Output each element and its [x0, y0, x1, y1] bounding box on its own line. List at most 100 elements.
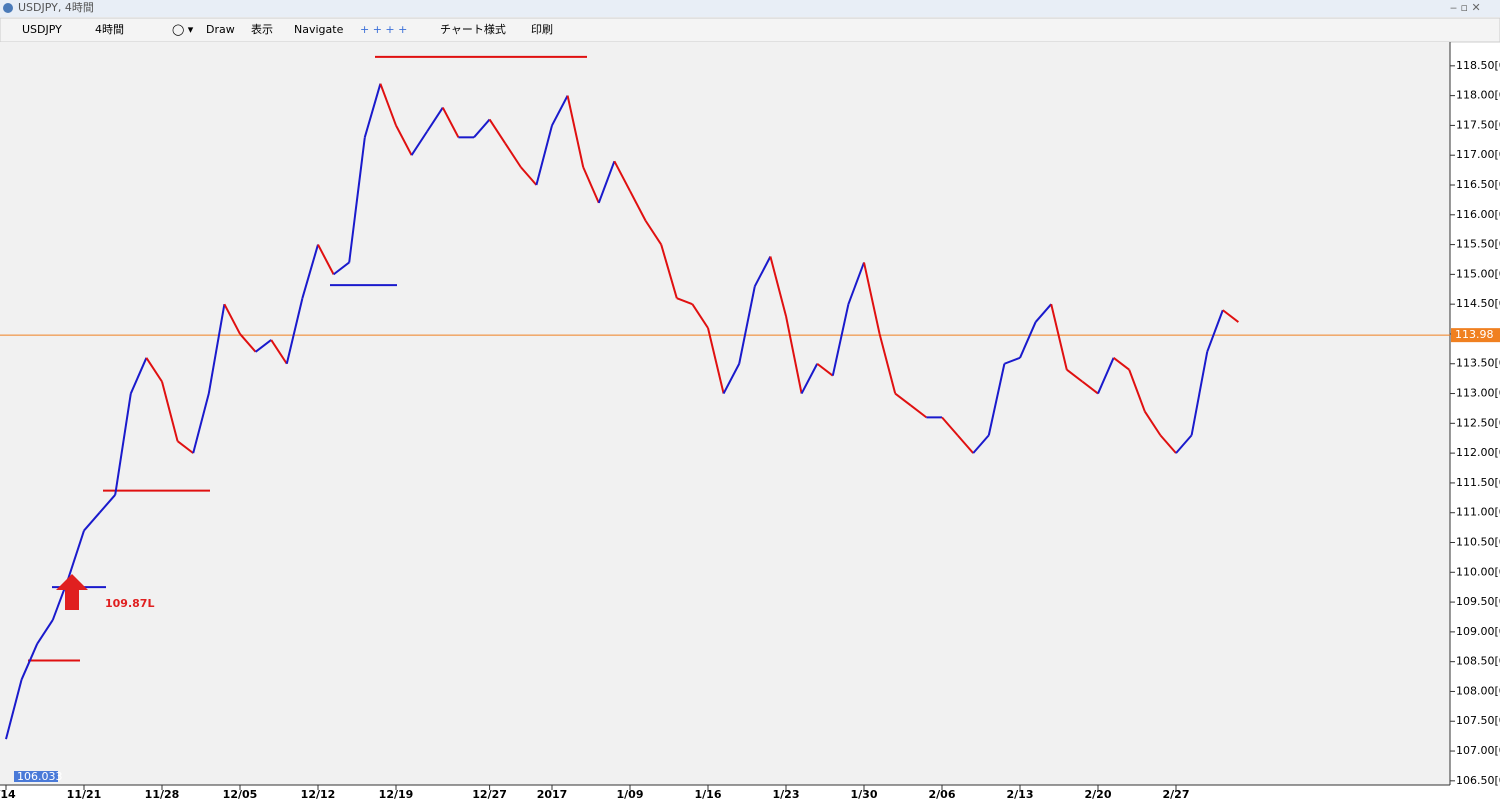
price-segment — [520, 166, 538, 186]
y-tick-label: 112.00[0 — [1456, 446, 1500, 459]
x-tick-label: 12/27 — [472, 788, 507, 801]
price-segment — [176, 440, 194, 454]
price-segment — [36, 619, 54, 645]
price-segment — [582, 166, 600, 204]
y-tick-label: 110.50[0 — [1456, 535, 1500, 548]
price-segment — [738, 286, 756, 364]
low-marker: 106.033 — [17, 770, 63, 783]
price-segment — [1050, 303, 1068, 370]
price-segment — [1112, 356, 1130, 371]
price-segment — [441, 107, 460, 138]
price-segment — [956, 434, 974, 454]
symbol-select[interactable]: USDJPY — [22, 23, 62, 36]
y-tick-label: 118.00[0 — [1456, 89, 1500, 102]
price-segment — [1159, 434, 1177, 454]
price-segment — [676, 297, 693, 306]
low-marker-box — [14, 771, 58, 782]
price-segment — [254, 339, 272, 353]
price-segment — [629, 190, 647, 222]
price-segment — [753, 256, 772, 287]
crosshair-tools[interactable]: + + + + — [360, 23, 407, 36]
annotation-label: 109.87L — [105, 597, 154, 610]
price-segment — [1019, 321, 1037, 359]
price-segment — [488, 118, 507, 144]
price-segment — [1081, 380, 1099, 395]
y-tick-label: 116.50[0 — [1456, 178, 1500, 191]
y-tick-label: 117.00[0 — [1456, 148, 1500, 161]
y-tick-label: 107.00[0 — [1456, 744, 1500, 757]
x-tick-label: 2/13 — [1007, 788, 1034, 801]
plot: 106.50[0 107.00[0 107.50[0 108.00[0 108.50[0… — [0, 55, 1500, 801]
y-tick-label: 111.50[0 — [1456, 476, 1500, 489]
navigate-menu[interactable]: Navigate — [294, 23, 344, 36]
price-segment — [660, 244, 678, 299]
price-segment — [5, 679, 23, 740]
price-segment — [1066, 368, 1084, 383]
y-tick-label: 114.50[0 — [1456, 297, 1500, 310]
x-tick-label: 11/28 — [145, 788, 180, 801]
price-segment — [816, 362, 834, 377]
x-tick-label: 1/09 — [617, 788, 644, 801]
x-tick-label: 12/12 — [301, 788, 336, 801]
y-tick-label: 115.00[0 — [1456, 267, 1500, 280]
price-segment — [831, 303, 850, 376]
price-segment — [348, 137, 366, 263]
x-tick-label: 12/05 — [223, 788, 258, 801]
price-segment — [129, 357, 148, 394]
current-price-box — [1451, 328, 1500, 343]
minimize[interactable]: ‒ ▫ ✕ — [1450, 1, 1481, 14]
print-menu[interactable]: 印刷 — [531, 23, 553, 36]
toolbar — [0, 17, 1500, 43]
chart-style-menu[interactable]: チャート様式 — [440, 22, 506, 36]
y-tick-label: 109.50[0 — [1456, 595, 1500, 608]
price-segment — [473, 118, 491, 138]
x-tick-label: /14 — [0, 788, 16, 801]
y-tick-label: 108.50[0 — [1456, 655, 1500, 668]
price-segment — [1097, 357, 1115, 394]
price-segment — [379, 83, 397, 126]
app-icon — [3, 3, 13, 13]
price-segment — [707, 327, 725, 394]
price-segment — [800, 363, 819, 395]
timeframe-select[interactable]: 4時間 — [95, 23, 124, 36]
price-segment — [223, 303, 241, 335]
price-segment — [363, 83, 382, 138]
price-segment — [395, 124, 413, 156]
price-segment — [613, 160, 631, 192]
plot-area — [0, 42, 1450, 785]
price-segment — [67, 530, 85, 579]
price-segment — [769, 256, 787, 317]
y-tick-label: 111.00[0 — [1456, 506, 1500, 519]
price-segment — [1190, 351, 1209, 436]
y-tick-label: 108.00[0 — [1456, 684, 1500, 697]
price-segment — [1206, 309, 1224, 353]
y-tick-label: 117.50[0 — [1456, 118, 1500, 131]
price-segment — [597, 160, 616, 204]
draw-menu[interactable]: Draw — [206, 23, 235, 36]
price-segment — [83, 512, 101, 532]
view-menu[interactable]: 表示 — [251, 22, 273, 36]
window-title: USDJPY, 4時間 — [18, 1, 94, 14]
y-tick-label: 118.50[0 — [1456, 59, 1500, 72]
price-segment — [1175, 434, 1193, 454]
y-tick-label: 107.50[0 — [1456, 714, 1500, 727]
price-segment — [987, 363, 1006, 436]
price-segment — [1004, 356, 1021, 365]
price-segment — [114, 393, 132, 495]
y-tick-label: 115.50[0 — [1456, 238, 1500, 251]
price-segment — [847, 262, 865, 305]
price-segment — [161, 381, 179, 442]
x-tick-label: 1/16 — [695, 788, 722, 801]
shape-tool[interactable]: ◯ ▾ — [172, 23, 194, 36]
price-segment — [691, 303, 709, 329]
price-segment — [566, 95, 585, 168]
price-segment — [98, 494, 116, 514]
price-segment — [301, 244, 319, 299]
x-tick-label: 2017 — [537, 788, 568, 801]
price-segment — [1128, 369, 1146, 412]
price-segment — [410, 130, 429, 156]
title-bar — [0, 0, 1500, 17]
price-segment — [426, 106, 444, 132]
price-segment — [863, 262, 881, 335]
